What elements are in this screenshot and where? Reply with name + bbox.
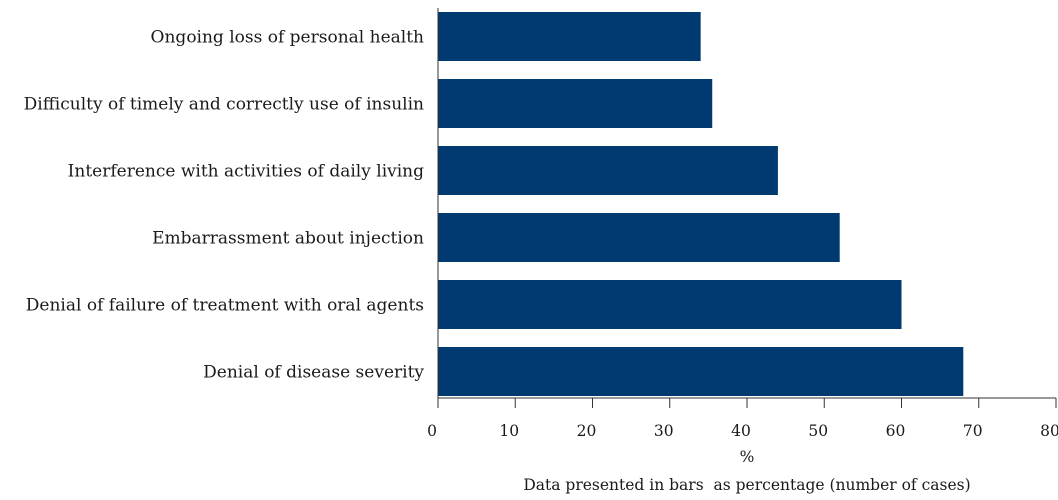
x-tick-label: 50 [808, 422, 828, 440]
x-tick-label: 0 [427, 422, 437, 440]
bar [438, 146, 778, 195]
bar [438, 79, 713, 128]
x-tick-label: 20 [577, 422, 597, 440]
x-tick-label: 40 [731, 422, 751, 440]
category-label: Ongoing loss of personal health [151, 28, 424, 48]
x-tick-label: 30 [654, 422, 674, 440]
x-axis-ticks: 0 10 20 30 40 50 60 70 80 [427, 398, 1058, 440]
category-label: Denial of disease severity [203, 363, 424, 383]
bars-layer [438, 12, 964, 396]
bar [438, 213, 840, 262]
x-axis [437, 8, 1056, 399]
bar [438, 12, 701, 61]
category-label: Difficulty of timely and correctly use o… [24, 95, 424, 115]
category-label: Embarrassment about injection [152, 229, 424, 249]
x-tick-label: 80 [1040, 422, 1058, 440]
bar [438, 347, 964, 396]
category-label: Denial of failure of treatment with oral… [26, 296, 424, 316]
category-labels: Ongoing loss of personal health Difficult… [24, 28, 425, 383]
x-tick-label: 70 [963, 422, 983, 440]
x-tick-label: 60 [886, 422, 906, 440]
category-label: Interference with activities of daily li… [68, 162, 424, 182]
x-tick-label: 10 [499, 422, 519, 440]
bar [438, 280, 902, 329]
chart-caption: Data presented in bars as percentage (nu… [523, 476, 970, 494]
x-axis-label: % [740, 448, 755, 466]
